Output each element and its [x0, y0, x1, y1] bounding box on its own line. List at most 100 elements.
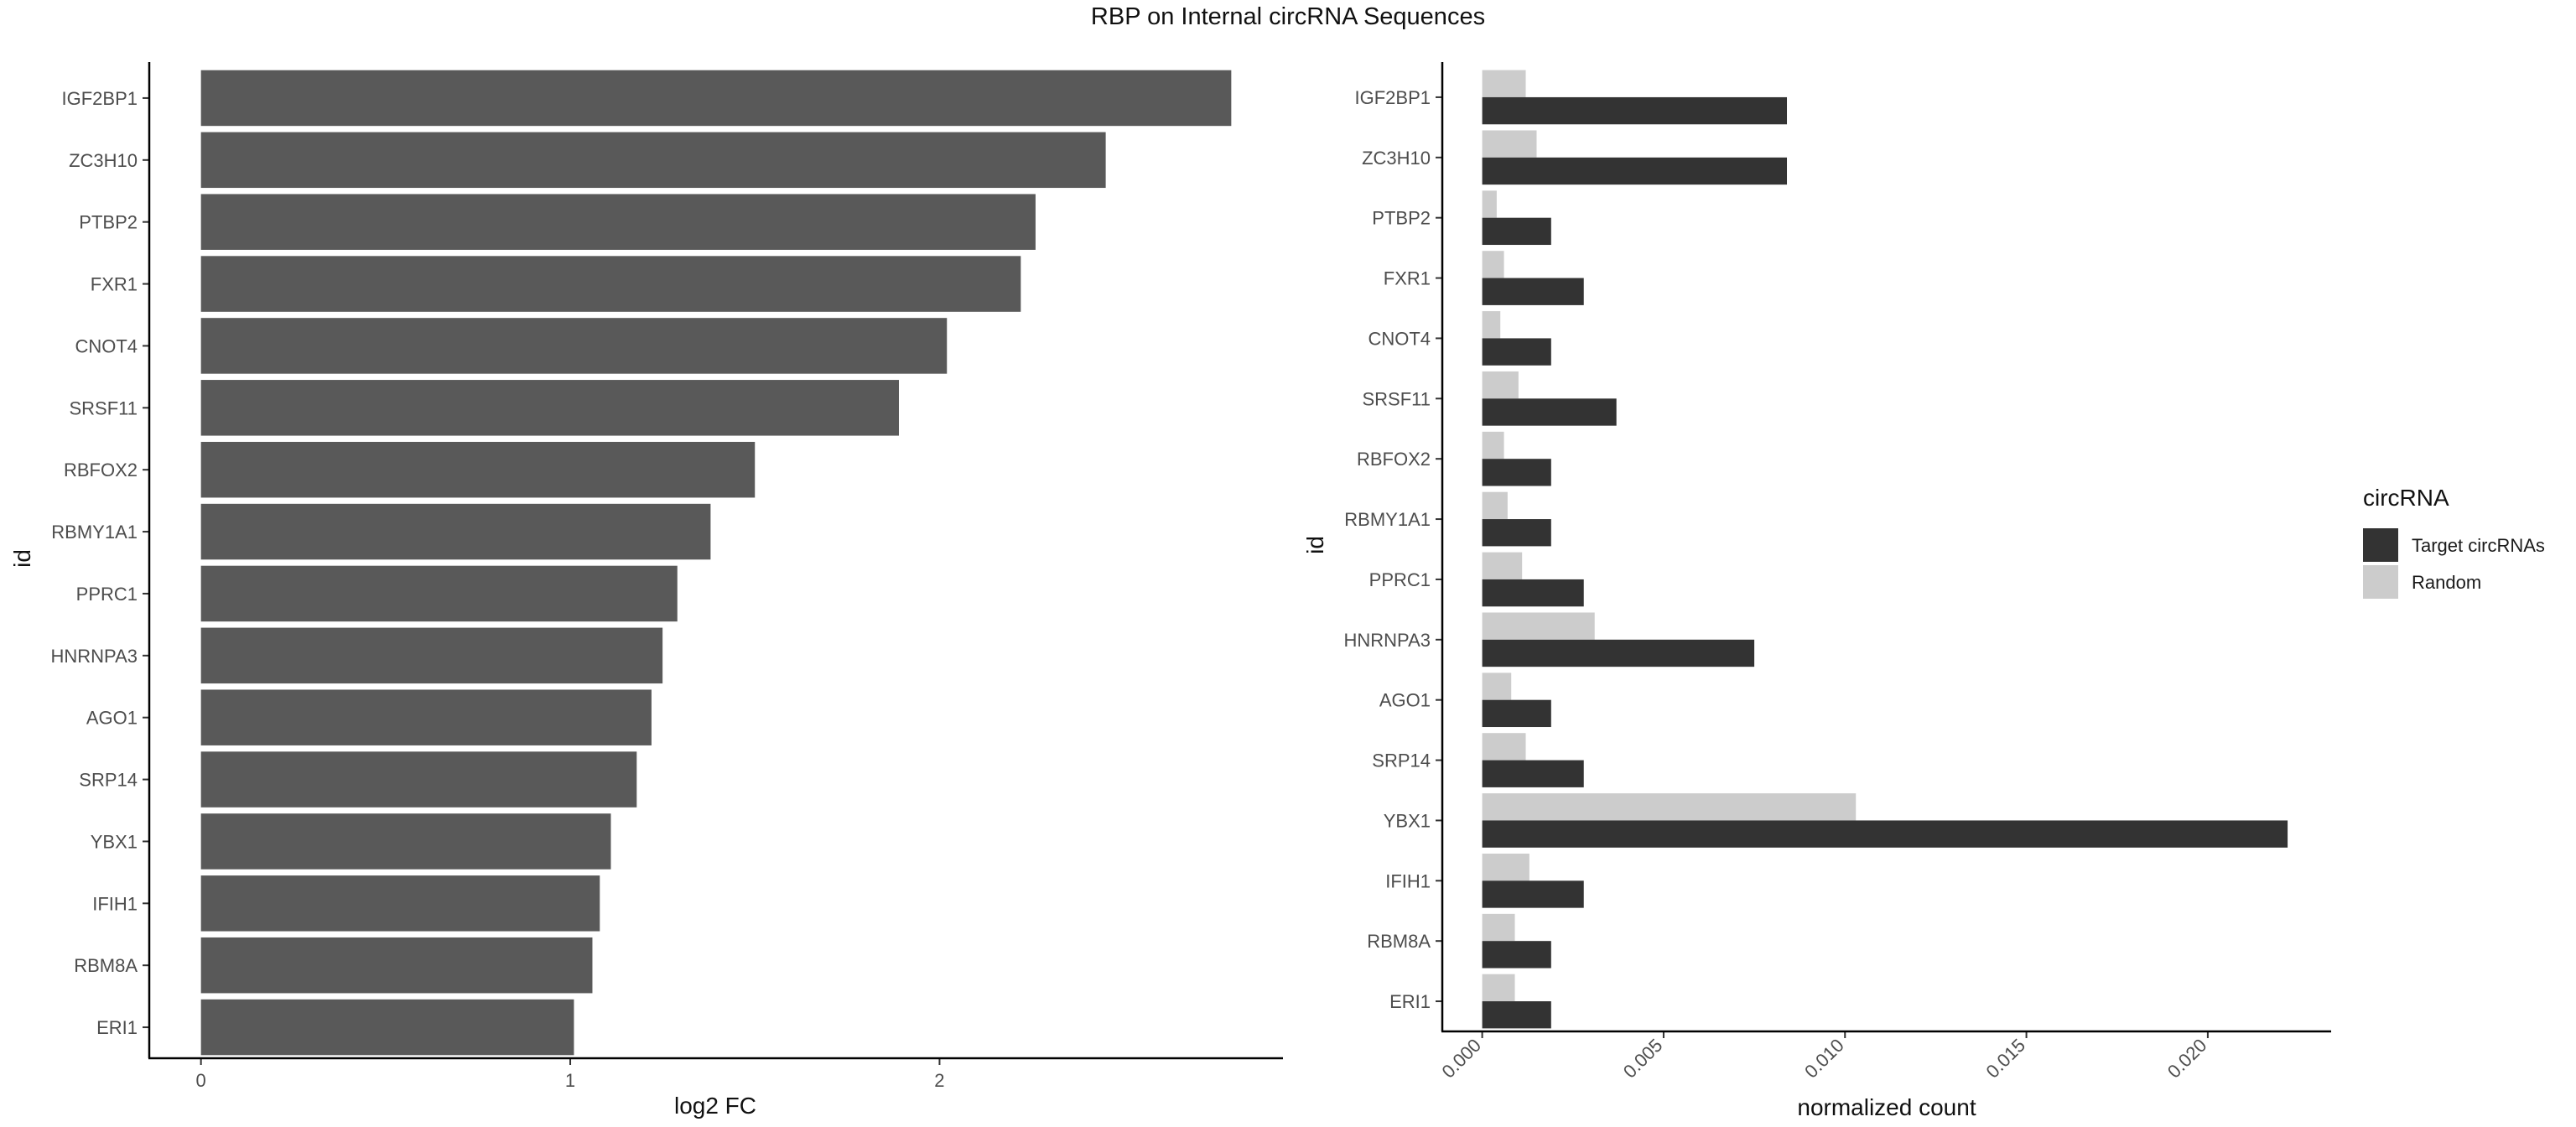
bar-target-srp14: [1482, 760, 1584, 787]
legend-key-random: [2363, 565, 2398, 599]
bar-log2fc-hnrnpa3: [200, 627, 663, 684]
bar-log2fc-ybx1: [200, 813, 611, 870]
x-tick-label-0-000: 0.000: [1438, 1035, 1486, 1083]
y-tick-label-ifih1: IFIH1: [92, 893, 138, 914]
bar-log2fc-pprc1: [200, 565, 678, 622]
x-tick-label-2: 2: [934, 1070, 944, 1091]
bar-random-ptbp2: [1482, 190, 1497, 218]
bar-log2fc-rbmy1a1: [200, 503, 711, 560]
y-tick-label-pprc1: PPRC1: [1369, 569, 1431, 590]
bar-target-ifih1: [1482, 880, 1584, 908]
bar-target-hnrnpa3: [1482, 639, 1755, 667]
bar-target-ybx1: [1482, 820, 2288, 848]
bar-random-fxr1: [1482, 251, 1504, 278]
normalized-count-bars: [1482, 70, 2288, 1029]
bar-random-ybx1: [1482, 793, 1857, 821]
bar-target-ago1: [1482, 699, 1551, 728]
normalized-count-chart: IGF2BP1 ZC3H10 PTBP2 FXR1 CNOT4 SRSF11 RBFOX2 R…: [1302, 62, 2331, 1120]
bar-log2fc-rbm8a: [200, 937, 593, 994]
bar-target-rbfox2: [1482, 459, 1551, 486]
y-tick-label-rbmy1a1: RBMY1A1: [1344, 509, 1431, 530]
bar-target-igf2bp1: [1482, 96, 1788, 125]
bar-random-hnrnpa3: [1482, 612, 1595, 640]
bar-log2fc-rbfox2: [200, 441, 756, 498]
bar-random-rbmy1a1: [1482, 491, 1508, 520]
normalized-count-x-tick-labels: 0.000 0.005 0.010 0.015 0.020: [1438, 1031, 2211, 1083]
bar-log2fc-eri1: [200, 999, 574, 1056]
y-tick-label-zc3h10: ZC3H10: [1362, 148, 1431, 169]
figure-title: RBP on Internal circRNA Sequences: [1090, 3, 1486, 30]
x-tick-label-0-005: 0.005: [1619, 1035, 1667, 1083]
normalized-count-y-tick-labels: IGF2BP1 ZC3H10 PTBP2 FXR1 CNOT4 SRSF11 RBFOX2 R…: [1343, 87, 1442, 1012]
log2fc-y-tick-labels: IGF2BP1 ZC3H10 PTBP2 FXR1 CNOT4 SRSF11 RBFOX2 R…: [50, 88, 149, 1038]
bar-random-srp14: [1482, 733, 1526, 761]
bar-target-zc3h10: [1482, 157, 1788, 185]
y-tick-label-rbfox2: RBFOX2: [64, 460, 138, 480]
log2fc-chart: IGF2BP1 ZC3H10 PTBP2 FXR1 CNOT4 SRSF11 RBFOX2 R…: [9, 62, 1283, 1119]
y-tick-label-rbfox2: RBFOX2: [1357, 449, 1431, 470]
bar-log2fc-cnot4: [200, 318, 948, 374]
y-tick-label-cnot4: CNOT4: [75, 335, 138, 356]
bar-random-ago1: [1482, 673, 1512, 700]
y-tick-label-pprc1: PPRC1: [76, 584, 138, 605]
y-tick-label-ybx1: YBX1: [91, 831, 138, 852]
y-tick-label-cnot4: CNOT4: [1368, 328, 1431, 349]
y-tick-label-hnrnpa3: HNRNPA3: [1343, 630, 1431, 651]
bar-random-igf2bp1: [1482, 70, 1526, 97]
bar-random-cnot4: [1482, 311, 1501, 339]
x-tick-label-0: 0: [196, 1070, 206, 1091]
log2fc-x-axis-title: log2 FC: [674, 1093, 756, 1119]
y-tick-label-eri1: ERI1: [1389, 991, 1431, 1012]
y-tick-label-fxr1: FXR1: [91, 274, 138, 295]
y-tick-label-ptbp2: PTBP2: [1372, 208, 1431, 229]
bar-log2fc-ago1: [200, 689, 652, 745]
bar-target-eri1: [1482, 1001, 1551, 1029]
bar-random-ifih1: [1482, 853, 1530, 881]
y-tick-label-ybx1: YBX1: [1384, 810, 1431, 831]
bar-target-rbmy1a1: [1482, 519, 1551, 547]
legend-item-target: Target circRNAs: [2363, 528, 2564, 562]
bar-log2fc-ifih1: [200, 875, 600, 932]
y-tick-label-eri1: ERI1: [96, 1017, 138, 1038]
bar-log2fc-fxr1: [200, 256, 1021, 312]
y-tick-label-rbmy1a1: RBMY1A1: [51, 522, 138, 543]
log2fc-x-tick-labels: 0 1 2: [196, 1058, 945, 1091]
y-tick-label-igf2bp1: IGF2BP1: [62, 88, 138, 109]
y-tick-label-srp14: SRP14: [79, 770, 138, 791]
log2fc-bars: [200, 70, 1232, 1056]
bar-target-rbm8a: [1482, 941, 1551, 969]
bar-random-rbm8a: [1482, 913, 1515, 942]
y-tick-label-ptbp2: PTBP2: [79, 212, 138, 233]
y-tick-label-rbm8a: RBM8A: [74, 955, 138, 976]
normalized-count-y-axis-title: id: [1302, 536, 1328, 554]
y-tick-label-srsf11: SRSF11: [69, 397, 138, 418]
bar-random-srsf11: [1482, 371, 1519, 399]
legend-title: circRNA: [2363, 485, 2449, 511]
y-tick-label-fxr1: FXR1: [1384, 268, 1431, 289]
bar-target-pprc1: [1482, 579, 1584, 607]
y-tick-label-zc3h10: ZC3H10: [69, 150, 138, 171]
bar-target-ptbp2: [1482, 217, 1551, 246]
bar-target-cnot4: [1482, 338, 1551, 366]
y-tick-label-ago1: AGO1: [1379, 690, 1431, 711]
bar-log2fc-ptbp2: [200, 194, 1036, 250]
bar-random-eri1: [1482, 974, 1515, 1002]
y-tick-label-srp14: SRP14: [1372, 750, 1431, 771]
x-tick-label-0-020: 0.020: [2163, 1035, 2211, 1083]
y-tick-label-igf2bp1: IGF2BP1: [1355, 87, 1431, 108]
bar-log2fc-srp14: [200, 751, 637, 808]
legend-label-random: Random: [2412, 572, 2482, 593]
y-tick-label-ago1: AGO1: [86, 708, 138, 729]
y-tick-label-hnrnpa3: HNRNPA3: [50, 646, 138, 667]
legend-item-random: Random: [2363, 565, 2564, 599]
x-tick-label-0-010: 0.010: [1800, 1035, 1848, 1083]
bar-random-rbfox2: [1482, 431, 1504, 460]
y-tick-label-ifih1: IFIH1: [1385, 870, 1431, 891]
bar-log2fc-zc3h10: [200, 132, 1106, 189]
x-tick-label-1: 1: [565, 1070, 575, 1091]
bar-log2fc-igf2bp1: [200, 70, 1232, 127]
legend-key-target: [2363, 528, 2398, 562]
bar-random-zc3h10: [1482, 130, 1537, 158]
y-tick-label-rbm8a: RBM8A: [1367, 931, 1431, 952]
